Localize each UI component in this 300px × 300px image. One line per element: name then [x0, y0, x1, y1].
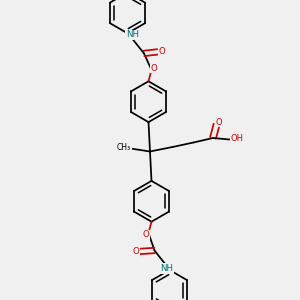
Text: CH₃: CH₃ — [117, 142, 131, 152]
Text: O: O — [159, 47, 165, 56]
Text: O: O — [132, 247, 139, 256]
Text: O: O — [151, 64, 157, 73]
Text: OH: OH — [230, 134, 244, 143]
Text: NH: NH — [126, 30, 139, 39]
Text: NH: NH — [160, 264, 173, 273]
Text: O: O — [143, 230, 149, 239]
Text: O: O — [216, 118, 222, 127]
